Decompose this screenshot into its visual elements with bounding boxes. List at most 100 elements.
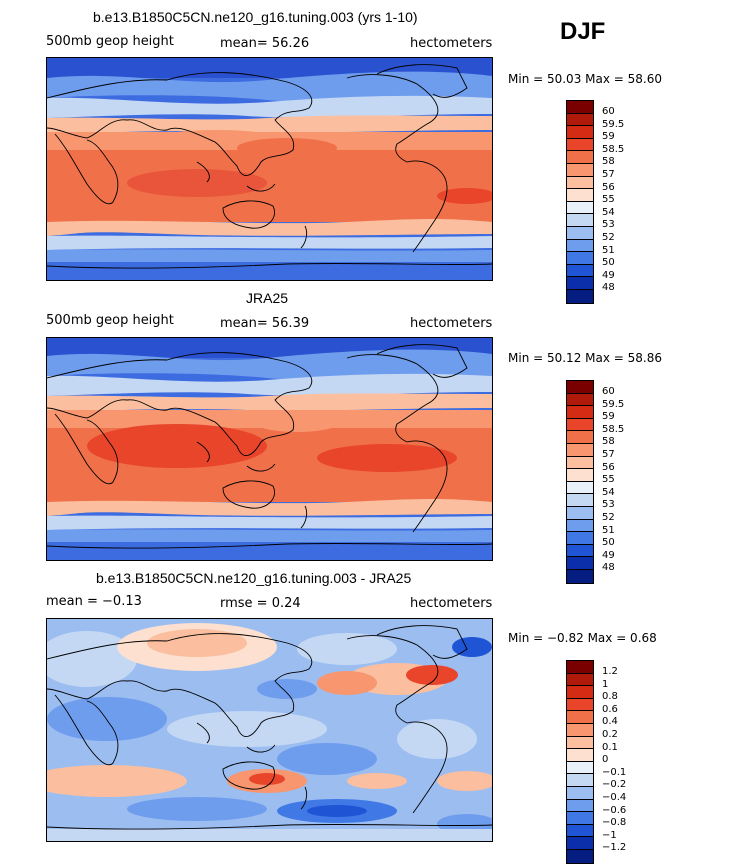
panel-1-swatch [567,138,593,152]
panel-2-coastlines [47,344,492,549]
panel-2-tick-label: 49 [602,549,615,561]
panel-3-swatch [567,673,593,687]
panel-1-swatch [567,277,593,290]
panel-1-mean-label: mean= 56.26 [220,36,310,51]
panel-3-swatch [567,761,593,775]
panel-2-swatch [567,418,593,432]
panel-3-swatch [567,812,593,825]
panel-3-swatch [567,736,593,750]
panel-2-field [47,338,492,560]
panel-2-units-label: hectometers [410,316,493,331]
panel-2-tick-label: 57 [602,449,615,460]
panel-3-swatch [567,837,593,850]
panel-2-tick-label: 50 [602,537,615,549]
panel-3-swatch [567,686,593,699]
panel-2-tick-label: 59.5 [602,398,625,410]
panel-2-swatch [567,506,593,520]
panel-3-units-label: hectometers [410,596,493,611]
panel-1-colorbar [566,100,594,304]
panel-3-title: b.e13.B1850C5CN.ne120_g16.tuning.003 - J… [96,570,412,586]
panel-3-swatch [567,711,593,724]
panel-2-tick-label: 48 [602,562,615,574]
panel-1-tick-label: 59.5 [602,118,625,130]
panel-1-tick-label: 50 [602,257,615,269]
panel-2-mean-label: mean= 56.39 [220,316,310,331]
panel-2-swatch [567,557,593,570]
panel-3-tick-label: −0.6 [602,804,627,816]
panel-1-tick-label: 59 [602,131,615,143]
panel-2-colorbar [566,380,594,584]
panel-2-tick-label: 58.5 [602,423,625,435]
panel-1-variable-label: 500mb geop height [46,34,174,49]
panel-1-tick-label: 51 [602,244,615,256]
panel-3-swatch [567,698,593,712]
panel-1-swatch [567,252,593,265]
panel-1-swatch [567,176,593,190]
panel-3-rmse-label: rmse = 0.24 [220,596,301,611]
panel-3-tick-label: −0.4 [602,792,627,803]
panel-2-swatch [567,431,593,444]
panel-3-tick-label: 0.6 [602,703,618,715]
panel-2-tick-label: 58 [602,436,615,448]
panel-3-swatch [567,749,593,762]
panel-1-minmax: Min = 50.03 Max = 58.60 [508,72,662,86]
panel-3-tick-label: −0.1 [602,766,627,778]
panel-1-tick-label: 49 [602,269,615,281]
panel-1-tick-label: 56 [602,181,615,193]
panel-2-swatch [567,381,593,394]
panel-2-tick-label: 53 [602,499,615,511]
panel-1-coastlines [47,64,492,269]
panel-3-swatch [567,824,593,838]
panel-1-map [46,57,493,281]
panel-1-tick-label: 48 [602,282,615,294]
panel-3-tick-label: 1 [602,678,609,690]
panel-2-swatch [567,393,593,407]
panel-3-swatch [567,786,593,800]
panel-2-swatch [567,456,593,470]
panel-2-swatch [567,443,593,457]
panel-2-variable-label: 500mb geop height [46,313,174,328]
panel-1-swatch [567,113,593,127]
panel-3-tick-label: −0.8 [602,817,627,829]
panel-2-tick-label: 60 [602,386,615,397]
panel-1-tick-label: 53 [602,219,615,231]
panel-1-field [47,58,492,280]
panel-2-tick-label: 55 [602,474,615,486]
panel-2-tick-label: 54 [602,486,615,498]
panel-3-colorbar [566,660,594,864]
panel-3-tick-label: 0.4 [602,716,618,728]
panel-2-tick-label: 59 [602,411,615,423]
panel-1-swatch [567,189,593,202]
panel-2-swatch [567,532,593,545]
panel-2-tick-label: 51 [602,524,615,536]
panel-2-swatch [567,469,593,482]
panel-3-minmax: Min = −0.82 Max = 0.68 [508,631,657,645]
panel-2-map [46,337,493,561]
panel-1-swatch [567,126,593,139]
panel-3-tick-label: 0 [602,754,609,766]
panel-3-tick-label: −0.2 [602,779,627,791]
panel-3-swatch [567,799,593,813]
panel-2-swatch [567,544,593,558]
panel-2-tick-label: 56 [602,461,615,473]
panel-3-tick-label: 0.2 [602,729,618,740]
panel-1-swatch [567,151,593,164]
panel-2-swatch [567,569,593,583]
panel-1-swatch [567,214,593,227]
panel-1-tick-label: 55 [602,194,615,206]
panel-3-tick-label: 1.2 [602,666,618,677]
panel-1-swatch [567,163,593,177]
panel-1-swatch [567,226,593,240]
panel-3-field [47,619,492,841]
panel-2-title: JRA25 [246,290,289,306]
panel-3-tick-label: −1 [602,829,617,841]
panel-2-swatch [567,519,593,533]
panel-3-tick-label: 0.8 [602,691,618,703]
panel-3-swatch [567,723,593,737]
panel-1-swatch [567,239,593,253]
season-label: DJF [560,18,606,45]
panel-1-tick-label: 58 [602,156,615,168]
panel-2-tick-label: 52 [602,512,615,523]
panel-2-swatch [567,494,593,507]
panel-1-title: b.e13.B1850C5CN.ne120_g16.tuning.003 (yr… [93,9,418,25]
